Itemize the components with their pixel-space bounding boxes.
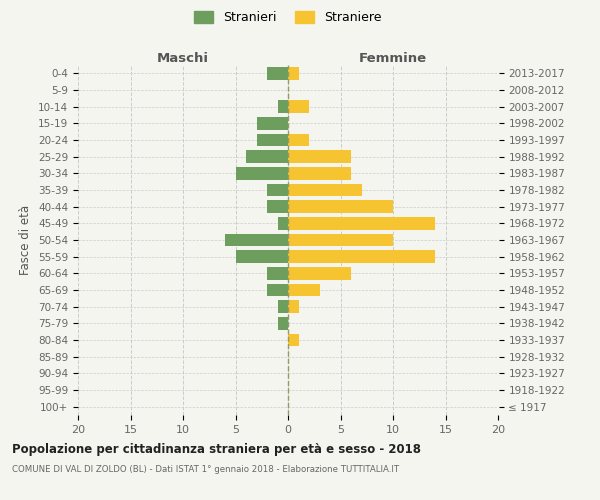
Bar xyxy=(257,117,288,130)
Bar xyxy=(246,150,288,163)
Bar xyxy=(267,184,288,196)
Bar xyxy=(288,134,309,146)
Bar xyxy=(267,267,288,280)
Bar xyxy=(267,284,288,296)
Bar xyxy=(288,67,299,80)
Text: Femmine: Femmine xyxy=(359,52,427,65)
Bar xyxy=(288,300,299,313)
Bar xyxy=(235,167,288,179)
Bar xyxy=(288,200,393,213)
Bar xyxy=(288,150,351,163)
Bar xyxy=(288,217,435,230)
Bar xyxy=(288,334,299,346)
Text: Maschi: Maschi xyxy=(157,52,209,65)
Bar xyxy=(288,250,435,263)
Bar xyxy=(225,234,288,246)
Bar xyxy=(277,100,288,113)
Bar xyxy=(288,167,351,179)
Text: Popolazione per cittadinanza straniera per età e sesso - 2018: Popolazione per cittadinanza straniera p… xyxy=(12,442,421,456)
Bar xyxy=(267,67,288,80)
Bar xyxy=(277,217,288,230)
Legend: Stranieri, Straniere: Stranieri, Straniere xyxy=(194,11,382,24)
Bar xyxy=(257,134,288,146)
Bar xyxy=(288,184,361,196)
Bar xyxy=(288,267,351,280)
Bar xyxy=(288,100,309,113)
Bar xyxy=(235,250,288,263)
Bar xyxy=(277,317,288,330)
Bar xyxy=(288,234,393,246)
Y-axis label: Fasce di età: Fasce di età xyxy=(19,205,32,275)
Bar xyxy=(267,200,288,213)
Text: COMUNE DI VAL DI ZOLDO (BL) - Dati ISTAT 1° gennaio 2018 - Elaborazione TUTTITAL: COMUNE DI VAL DI ZOLDO (BL) - Dati ISTAT… xyxy=(12,465,399,474)
Bar xyxy=(288,284,320,296)
Bar xyxy=(277,300,288,313)
